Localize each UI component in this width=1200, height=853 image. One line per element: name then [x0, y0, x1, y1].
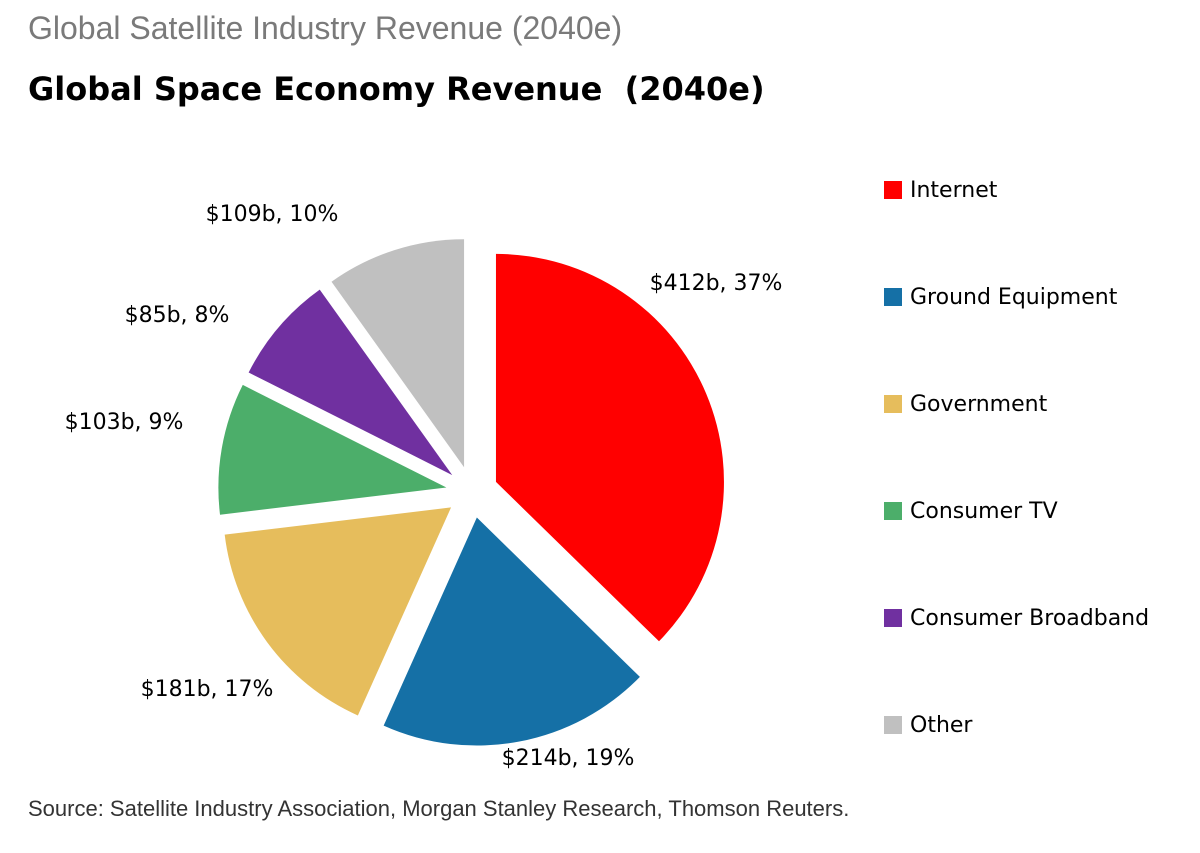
legend-swatch [884, 716, 902, 734]
legend-item-consumer-broadband: Consumer Broadband [884, 598, 1149, 638]
legend-swatch [884, 288, 902, 306]
pie-slices [218, 239, 724, 746]
legend-item-government: Government [884, 384, 1047, 424]
legend-swatch [884, 609, 902, 627]
pie-slice-consumer-broadband [248, 289, 453, 476]
pie-slice-ground-equipment [383, 517, 640, 746]
legend-swatch [884, 502, 902, 520]
legend-item-internet: Internet [884, 170, 997, 210]
chart-title: Global Space Economy Revenue (2040e) [28, 70, 765, 108]
data-label-consumer-tv: $103b, 9% [65, 410, 184, 435]
data-label-ground-equipment: $214b, 19% [502, 746, 635, 771]
pie-slice-consumer-tv [218, 384, 447, 515]
legend-item-other: Other [884, 705, 972, 745]
legend-swatch [884, 395, 902, 413]
legend-item-consumer-tv: Consumer TV [884, 491, 1058, 531]
data-label-government: $181b, 17% [141, 677, 274, 702]
legend-item-ground-equipment: Ground Equipment [884, 277, 1117, 317]
source-note: Source: Satellite Industry Association, … [28, 796, 850, 821]
data-label-consumer-broadband: $85b, 8% [125, 303, 230, 328]
legend-label: Ground Equipment [910, 284, 1118, 310]
legend-label: Consumer TV [910, 498, 1058, 524]
legend-swatch [884, 181, 902, 199]
legend-label: Government [910, 391, 1048, 417]
supertitle: Global Satellite Industry Revenue (2040e… [28, 10, 623, 46]
pie-slice-government [224, 507, 452, 716]
legend-label: Internet [910, 177, 998, 203]
pie-slice-other [331, 239, 465, 468]
data-label-internet: $412b, 37% [650, 271, 783, 296]
pie-slice-internet [495, 253, 724, 642]
slice-labels: $412b, 37% $214b, 19% $181b, 17% $103b, 9% $… [65, 202, 783, 771]
legend-label: Other [910, 712, 973, 738]
data-label-other: $109b, 10% [206, 202, 339, 227]
legend-label: Consumer Broadband [910, 605, 1150, 631]
